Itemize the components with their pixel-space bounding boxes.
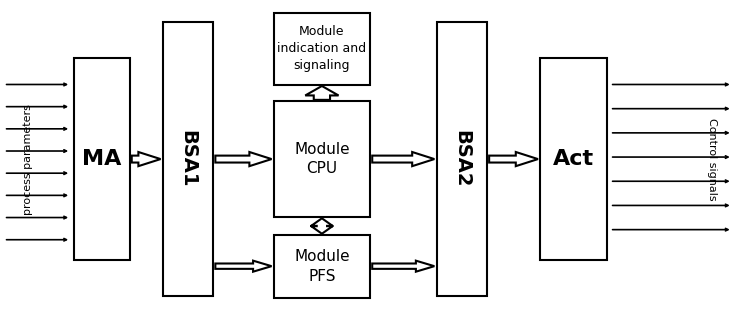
Text: Control signals: Control signals	[707, 118, 717, 200]
Polygon shape	[489, 152, 538, 166]
Bar	[274, 13, 370, 85]
Bar	[74, 58, 130, 260]
Polygon shape	[306, 86, 339, 100]
Bar	[274, 101, 370, 217]
Text: Module
indication and
signaling: Module indication and signaling	[278, 25, 366, 72]
Text: Module
CPU: Module CPU	[294, 142, 350, 176]
Text: MA: MA	[82, 149, 121, 169]
Bar	[437, 22, 487, 296]
Text: Module
PFS: Module PFS	[294, 249, 350, 284]
Text: BSA1: BSA1	[178, 130, 198, 188]
Polygon shape	[372, 152, 434, 166]
Bar	[163, 22, 213, 296]
Text: process parameters: process parameters	[23, 104, 33, 215]
Text: BSA2: BSA2	[452, 130, 471, 188]
Polygon shape	[215, 261, 272, 272]
Text: Act: Act	[553, 149, 594, 169]
Bar	[540, 58, 607, 260]
Polygon shape	[215, 152, 272, 166]
Polygon shape	[311, 218, 333, 234]
Bar	[274, 235, 370, 298]
Polygon shape	[372, 261, 434, 272]
Polygon shape	[132, 152, 161, 166]
